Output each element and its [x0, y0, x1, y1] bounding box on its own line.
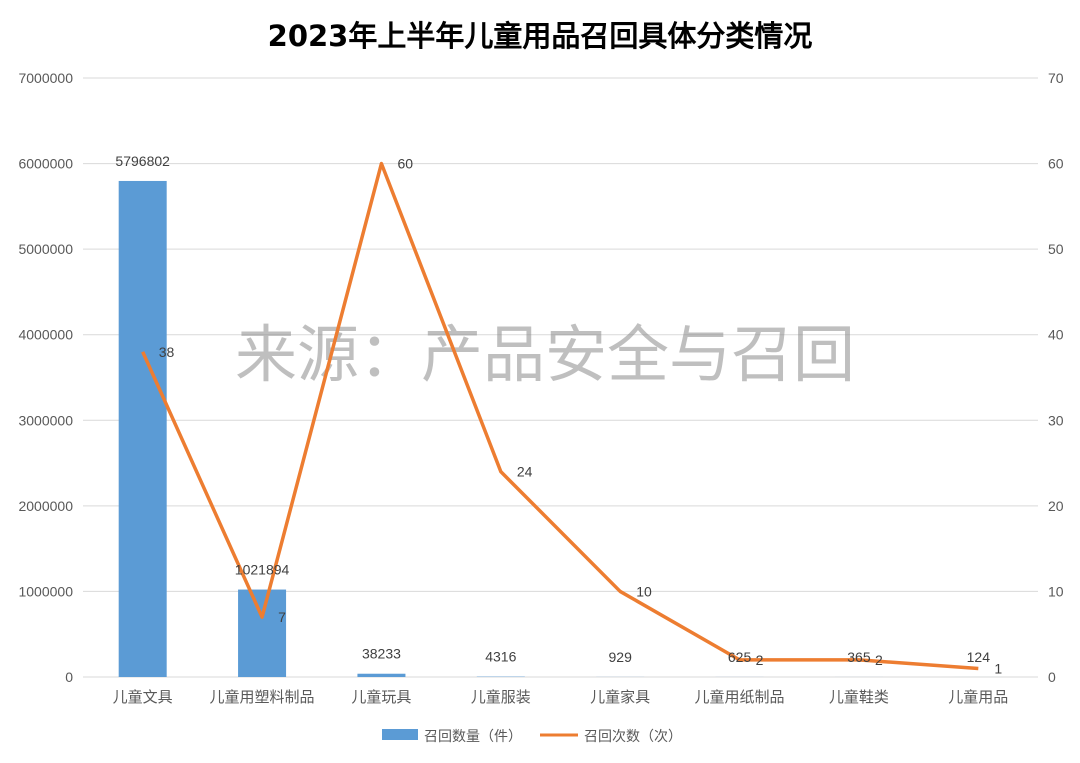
line-series [141, 161, 979, 671]
left-axis-ticks: 0 1000000 2000000 3000000 4000000 5000000 6000… [18, 70, 73, 685]
line-value-label: 7 [278, 609, 286, 625]
watermark: 来源：产品安全与召回 [235, 318, 855, 391]
line-value-label: 2 [875, 652, 883, 668]
left-tick-label: 2000000 [18, 498, 73, 514]
series-line [141, 161, 979, 671]
line-value-label: 2 [756, 652, 764, 668]
legend: 召回数量（件） 召回次数（次） [382, 729, 682, 745]
right-tick-label: 70 [1048, 70, 1064, 86]
bar-series [118, 180, 1003, 678]
right-tick-label: 10 [1048, 583, 1064, 599]
left-tick-label: 1000000 [18, 583, 73, 599]
category-label: 儿童玩具 [351, 688, 411, 706]
category-label: 儿童用品 [948, 688, 1008, 706]
left-tick-label: 5000000 [18, 241, 73, 257]
right-tick-label: 60 [1048, 156, 1064, 172]
line-data-labels: 38 7 60 24 10 2 2 1 [159, 156, 1003, 677]
legend-bar-label: 召回数量（件） [424, 729, 522, 745]
legend-line-label: 召回次数（次） [584, 729, 682, 745]
bar-value-label: 929 [609, 649, 633, 665]
legend-bar-swatch [382, 729, 418, 740]
category-labels: 儿童文具 儿童用塑料制品 儿童玩具 儿童服装 儿童家具 儿童用纸制品 儿童鞋类 儿童用品 [113, 688, 1009, 706]
left-tick-label: 4000000 [18, 327, 73, 343]
left-tick-label: 7000000 [18, 70, 73, 86]
bar-data-labels: 5796802 1021894 38233 4316 929 625 365 124 [115, 153, 990, 665]
right-tick-label: 50 [1048, 241, 1064, 257]
right-tick-label: 40 [1048, 327, 1064, 343]
right-tick-label: 20 [1048, 498, 1064, 514]
category-label: 儿童用纸制品 [695, 688, 785, 706]
left-tick-label: 3000000 [18, 412, 73, 428]
left-tick-label: 6000000 [18, 156, 73, 172]
line-value-label: 24 [517, 464, 533, 480]
bar-value-label: 38233 [362, 646, 401, 662]
bar-value-label: 124 [967, 649, 991, 665]
category-label: 儿童鞋类 [829, 688, 889, 706]
bar-value-label: 365 [847, 649, 871, 665]
line-value-label: 1 [994, 660, 1002, 676]
line-value-label: 10 [636, 583, 652, 599]
bar [118, 180, 167, 678]
bar-value-label: 4316 [485, 649, 516, 665]
bar [357, 673, 406, 677]
right-tick-label: 0 [1048, 669, 1056, 685]
line-value-label: 38 [159, 344, 175, 360]
category-label: 儿童文具 [113, 688, 173, 706]
category-label: 儿童用塑料制品 [210, 688, 315, 706]
bar-value-label: 1021894 [235, 562, 290, 578]
chart-title: 2023年上半年儿童用品召回具体分类情况 [268, 19, 813, 53]
right-axis-ticks: 0 10 20 30 40 50 60 70 [1048, 70, 1064, 685]
line-value-label: 60 [397, 156, 413, 172]
category-label: 儿童家具 [590, 688, 650, 706]
bar [238, 589, 287, 677]
bar-value-label: 5796802 [115, 153, 170, 169]
category-label: 儿童服装 [471, 688, 531, 706]
left-tick-label: 0 [65, 669, 73, 685]
right-tick-label: 30 [1048, 412, 1064, 428]
bar-value-label: 625 [728, 649, 752, 665]
